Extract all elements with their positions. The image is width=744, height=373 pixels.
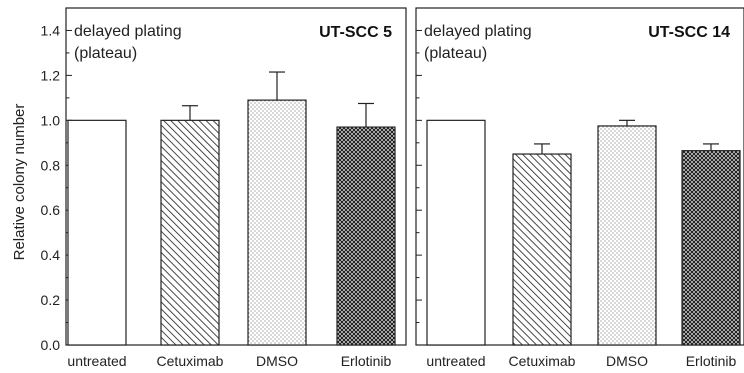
chart-panel: 0.0 0.2 0.4 0.6 0.8 1.0 1.2 1.4 delayed plating (… — [41, 7, 407, 369]
bar — [512, 153, 572, 346]
panel-title: UT-SCC 14 — [648, 24, 730, 41]
bar — [247, 99, 307, 346]
x-tick-label: Erlotinib — [686, 353, 737, 369]
panel-annotation: delayed plating — [74, 23, 182, 40]
y-tick-label: 0.2 — [41, 292, 61, 308]
x-tick-label: Erlotinib — [341, 353, 392, 369]
bar — [681, 150, 741, 346]
chart-panel: delayed plating (plateau) UT-SCC 14 untreat… — [415, 7, 744, 369]
panel-frame — [415, 7, 744, 346]
panel-annotation: (plateau) — [74, 45, 137, 62]
panel-frame — [65, 7, 407, 346]
x-tick-label: DMSO — [256, 353, 298, 369]
y-tick-label: 1.2 — [41, 67, 61, 83]
bar — [426, 119, 486, 346]
bar — [336, 126, 396, 346]
bar — [67, 119, 127, 346]
y-tick-label: 0.0 — [41, 337, 61, 353]
bar — [160, 119, 220, 346]
y-tick-label: 1.4 — [41, 22, 61, 38]
bar — [597, 125, 657, 346]
x-tick-label: untreated — [426, 353, 485, 369]
chart-panels: 0.0 0.2 0.4 0.6 0.8 1.0 1.2 1.4 delayed plating (… — [41, 7, 744, 369]
x-tick-label: Cetuximab — [509, 353, 576, 369]
y-tick-label: 0.8 — [41, 157, 61, 173]
x-tick-label: untreated — [67, 353, 126, 369]
x-tick-label: DMSO — [606, 353, 648, 369]
panel-annotation: delayed plating — [424, 23, 532, 40]
panel-title: UT-SCC 5 — [319, 24, 392, 41]
x-tick-label: Cetuximab — [157, 353, 224, 369]
y-tick-label: 0.6 — [41, 202, 61, 218]
y-axis-label: Relative colony number — [11, 104, 28, 261]
y-tick-label: 1.0 — [41, 112, 61, 128]
y-tick-label: 0.4 — [41, 247, 61, 263]
panel-annotation: (plateau) — [424, 45, 487, 62]
